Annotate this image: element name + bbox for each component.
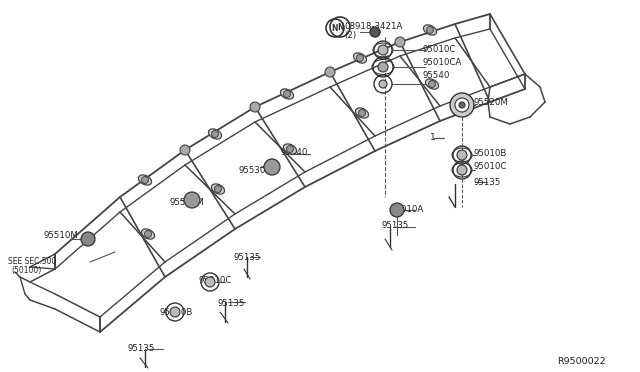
Circle shape [184, 192, 200, 208]
Circle shape [180, 145, 190, 155]
Text: 95530M: 95530M [238, 166, 273, 174]
Circle shape [325, 67, 335, 77]
Circle shape [284, 90, 291, 97]
Ellipse shape [426, 79, 438, 89]
Text: 95010B: 95010B [160, 308, 193, 317]
Circle shape [379, 80, 387, 88]
Circle shape [455, 98, 469, 112]
Circle shape [390, 203, 404, 217]
Ellipse shape [424, 25, 436, 35]
Circle shape [457, 165, 467, 175]
Text: R9500022: R9500022 [557, 357, 605, 366]
Circle shape [459, 102, 465, 108]
Ellipse shape [355, 108, 369, 118]
Text: SEE SEC.500: SEE SEC.500 [8, 257, 56, 266]
Circle shape [145, 231, 152, 237]
Text: 08918-3421A: 08918-3421A [344, 22, 403, 31]
Circle shape [395, 37, 405, 47]
Circle shape [250, 102, 260, 112]
Text: 95510M: 95510M [44, 231, 78, 240]
Text: 95135: 95135 [128, 344, 156, 353]
Text: 95540: 95540 [422, 71, 450, 80]
Text: 95010C: 95010C [422, 45, 456, 54]
Text: 95010B: 95010B [474, 149, 507, 158]
Circle shape [214, 186, 221, 192]
Ellipse shape [138, 175, 152, 185]
Ellipse shape [141, 229, 155, 239]
Text: 95520M: 95520M [170, 198, 204, 207]
Circle shape [356, 55, 364, 61]
Ellipse shape [353, 53, 367, 63]
Text: (2): (2) [344, 31, 356, 40]
Circle shape [429, 80, 435, 87]
Text: 95540: 95540 [280, 148, 308, 157]
Ellipse shape [284, 144, 296, 154]
Circle shape [211, 131, 218, 138]
Text: 95135: 95135 [474, 178, 501, 187]
Text: N: N [332, 23, 339, 32]
Circle shape [170, 307, 180, 317]
Circle shape [457, 150, 467, 160]
Text: 95135: 95135 [381, 221, 409, 230]
Circle shape [450, 93, 474, 117]
Text: 95520M: 95520M [474, 98, 508, 107]
Circle shape [141, 176, 148, 183]
Text: 95010CA: 95010CA [422, 58, 461, 67]
Ellipse shape [280, 89, 294, 99]
Circle shape [378, 45, 388, 55]
Circle shape [205, 277, 215, 287]
Text: 95010C: 95010C [474, 162, 507, 171]
Circle shape [378, 62, 388, 72]
Circle shape [287, 145, 294, 153]
Text: 1: 1 [430, 133, 436, 142]
Ellipse shape [211, 184, 225, 194]
Circle shape [370, 27, 380, 37]
Text: 95010C: 95010C [198, 276, 232, 285]
Text: N: N [337, 22, 343, 32]
Ellipse shape [209, 129, 221, 139]
Circle shape [81, 232, 95, 246]
Text: (50100): (50100) [12, 266, 42, 275]
Text: 95135: 95135 [234, 253, 261, 262]
Circle shape [264, 159, 280, 175]
Text: 95135: 95135 [218, 299, 245, 308]
Circle shape [426, 26, 433, 33]
Text: 95010A: 95010A [390, 205, 424, 214]
Circle shape [358, 109, 365, 116]
